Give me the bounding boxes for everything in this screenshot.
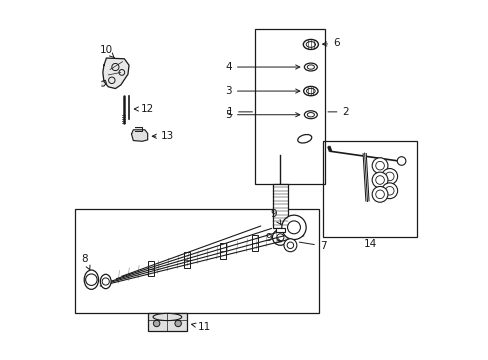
Circle shape (281, 215, 305, 239)
Bar (75, 209, 319, 313)
Polygon shape (131, 130, 147, 141)
Text: 2: 2 (327, 107, 348, 117)
Text: 11: 11 (191, 322, 211, 332)
Circle shape (153, 320, 160, 327)
Circle shape (284, 239, 296, 252)
Circle shape (396, 157, 405, 165)
Circle shape (371, 186, 387, 202)
Bar (183, 252, 190, 267)
Polygon shape (135, 127, 142, 131)
Circle shape (375, 161, 384, 170)
Text: 10: 10 (100, 45, 114, 58)
Polygon shape (102, 80, 106, 86)
Circle shape (385, 172, 393, 181)
Text: 14: 14 (363, 239, 376, 249)
Circle shape (175, 320, 181, 327)
Ellipse shape (84, 270, 99, 289)
Text: 4: 4 (225, 62, 299, 72)
Text: 7: 7 (299, 241, 326, 251)
Bar (147, 314, 187, 330)
Circle shape (371, 172, 387, 188)
Circle shape (371, 158, 387, 174)
Circle shape (381, 168, 397, 184)
Text: 13: 13 (152, 131, 174, 141)
Text: 9: 9 (265, 233, 281, 243)
Circle shape (375, 190, 384, 199)
Bar (219, 243, 226, 259)
Bar (255, 30, 325, 184)
Circle shape (385, 186, 393, 195)
Text: 12: 12 (134, 104, 153, 114)
Polygon shape (102, 58, 129, 89)
Circle shape (375, 176, 384, 184)
Bar (323, 140, 416, 237)
Text: 5: 5 (225, 110, 299, 120)
Bar (251, 235, 258, 251)
Text: 8: 8 (81, 254, 90, 270)
Ellipse shape (100, 274, 111, 289)
Text: 3: 3 (225, 86, 299, 96)
Bar (276, 228, 284, 232)
Bar (148, 261, 154, 276)
Text: 6: 6 (322, 39, 339, 48)
Circle shape (381, 183, 397, 199)
Ellipse shape (153, 314, 182, 320)
Bar (273, 184, 287, 228)
Text: 1: 1 (226, 107, 252, 117)
Text: 9: 9 (269, 209, 281, 224)
